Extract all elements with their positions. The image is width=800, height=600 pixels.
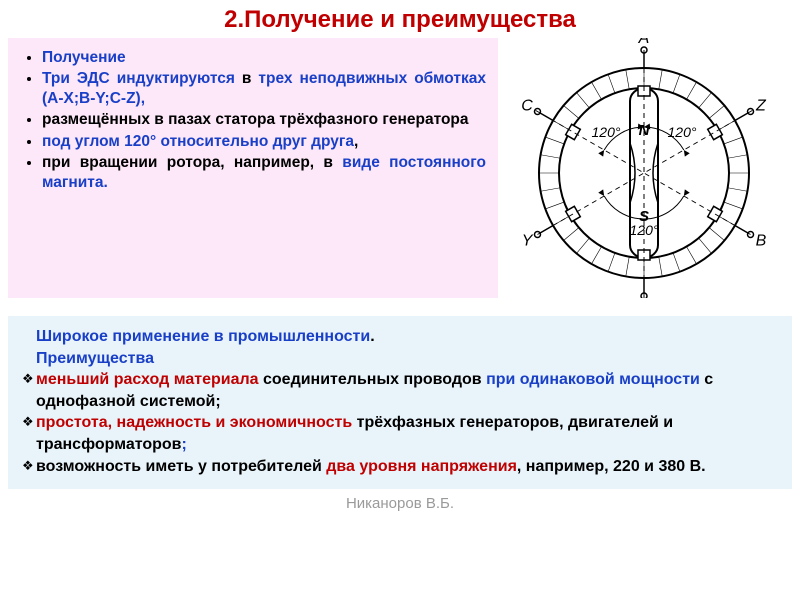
text-segment: простота, надежность и экономичность bbox=[36, 414, 352, 431]
footer-author: Никаноров В.Б. bbox=[346, 495, 454, 512]
svg-text:120°: 120° bbox=[592, 124, 621, 140]
box1-item: Получение bbox=[42, 48, 486, 68]
box1-item: при вращении ротора, например, в виде по… bbox=[42, 153, 486, 193]
box1-list: Получение Три ЭДС индуктируются в трех не… bbox=[20, 48, 486, 193]
text-segment: при одинаковой мощности bbox=[486, 371, 700, 388]
bullet-icon: ❖ bbox=[22, 369, 36, 390]
svg-text:120°: 120° bbox=[630, 222, 659, 238]
svg-text:A: A bbox=[638, 38, 650, 47]
box2-line2: Преимущества bbox=[36, 348, 778, 370]
svg-text:C: C bbox=[521, 98, 533, 115]
text-segment: возможность иметь у потребителей bbox=[36, 458, 326, 475]
text-segment: , bbox=[354, 133, 358, 150]
box2-item: ❖ простота, надежность и экономичность т… bbox=[22, 412, 778, 455]
text-segment: при вращении ротора, например, в bbox=[42, 154, 342, 171]
bullet-icon: ❖ bbox=[22, 456, 36, 477]
box2-line1a: Широкое применение в промышленности bbox=[36, 328, 370, 345]
box2-item-text: простота, надежность и экономичность трё… bbox=[36, 412, 778, 455]
svg-text:Y: Y bbox=[522, 233, 534, 250]
text-segment: Получение bbox=[42, 49, 126, 66]
box1-item: размещённых в пазах статора трёхфазного … bbox=[42, 110, 486, 130]
box1-item: под углом 120° относительно друг друга, bbox=[42, 132, 486, 152]
text-segment: , например, 220 и 380 В. bbox=[517, 458, 706, 475]
box2-line1b: . bbox=[370, 328, 374, 345]
text-segment: под углом 120° относительно друг друга bbox=[42, 133, 354, 150]
text-segment: Три ЭДС индуктируются bbox=[42, 70, 235, 87]
box1-item: Три ЭДС индуктируются в трех неподвижных… bbox=[42, 69, 486, 109]
box2-line1: Широкое применение в промышленности. bbox=[36, 326, 778, 348]
generator-diagram: NSAXBCZY120°120°120° bbox=[504, 38, 784, 298]
svg-text:Z: Z bbox=[755, 98, 767, 115]
diagram-wrap: NSAXBCZY120°120°120° bbox=[504, 38, 784, 298]
text-segment: соединительных проводов bbox=[259, 371, 487, 388]
bullet-icon: ❖ bbox=[22, 412, 36, 433]
box2-item-text: меньший расход материала соединительных … bbox=[36, 369, 778, 412]
box2-item: ❖возможность иметь у потребителей два ур… bbox=[22, 456, 778, 478]
text-segment: меньший расход материала bbox=[36, 371, 259, 388]
text-segment: ; bbox=[182, 436, 187, 453]
top-row: Получение Три ЭДС индуктируются в трех не… bbox=[0, 38, 800, 298]
box2-item: ❖ меньший расход материала соединительны… bbox=[22, 369, 778, 412]
svg-text:B: B bbox=[756, 233, 767, 250]
footer: Никаноров В.Б. bbox=[0, 495, 800, 512]
box2-list: ❖ меньший расход материала соединительны… bbox=[22, 369, 778, 477]
box2-item-text: возможность иметь у потребителей два уро… bbox=[36, 456, 778, 478]
box-advantages: Широкое применение в промышленности. Пре… bbox=[8, 316, 792, 489]
text-segment: два уровня напряжения bbox=[326, 458, 517, 475]
text-segment: размещённых в пазах статора трёхфазного … bbox=[42, 111, 469, 128]
svg-text:120°: 120° bbox=[668, 124, 697, 140]
title-text: 2.Получение и преимущества bbox=[224, 6, 576, 33]
text-segment: в bbox=[235, 70, 259, 87]
box-receipt: Получение Три ЭДС индуктируются в трех не… bbox=[8, 38, 498, 298]
slide-title: 2.Получение и преимущества bbox=[0, 0, 800, 38]
